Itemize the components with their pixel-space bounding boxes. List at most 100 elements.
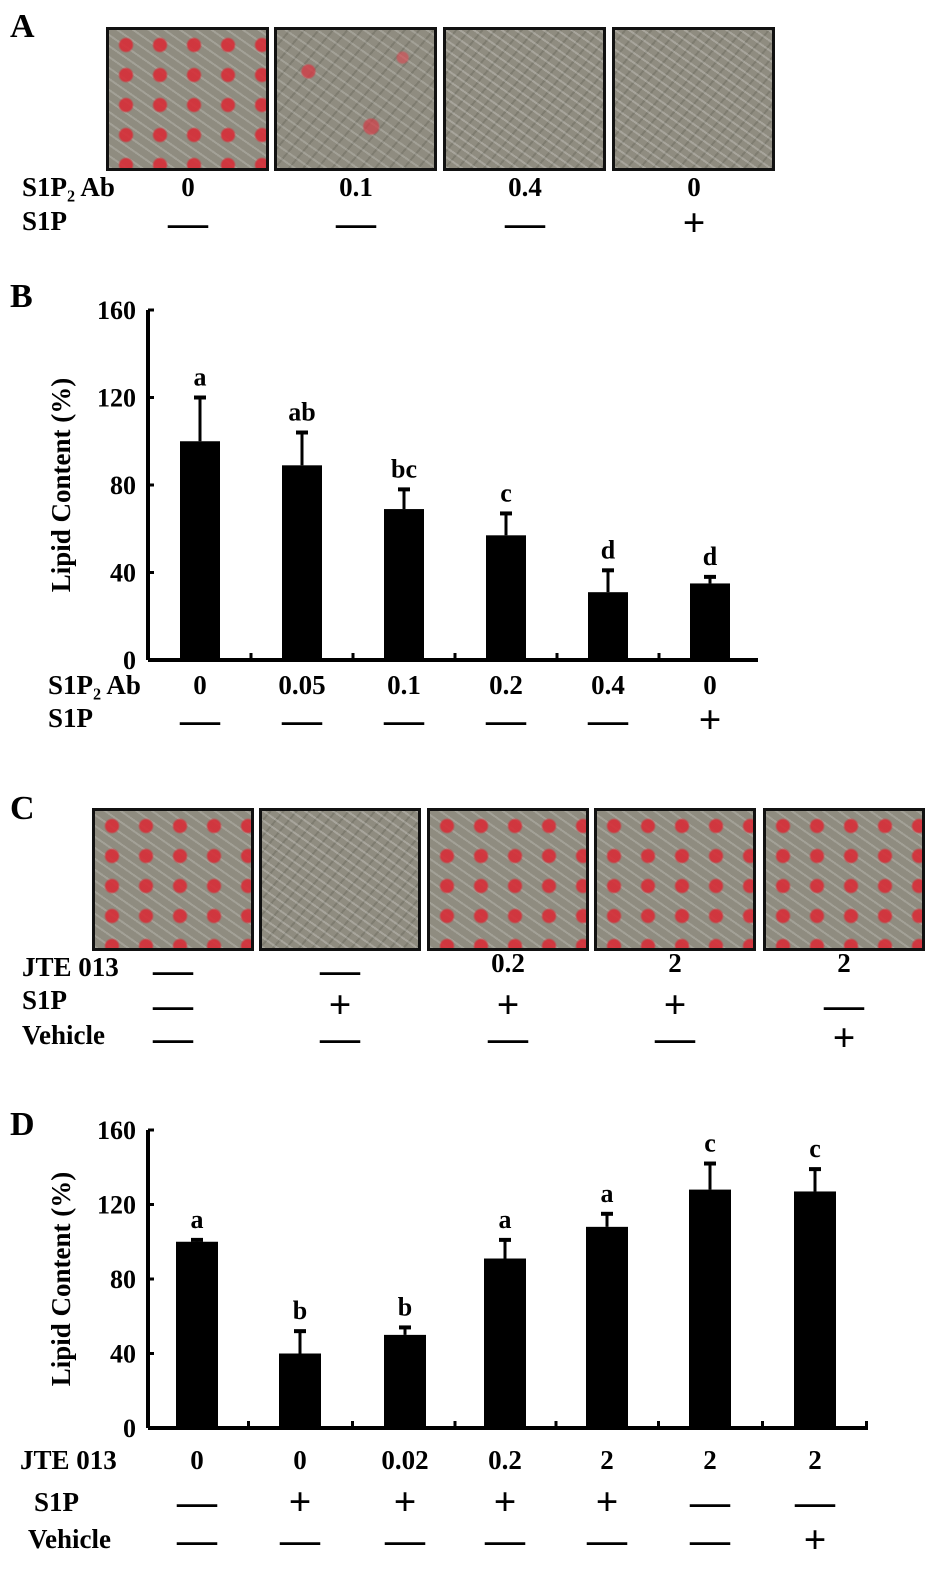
s1p-indicator: + xyxy=(682,200,706,245)
jte-dose: 0 xyxy=(293,1445,307,1475)
s1p-indicator: — xyxy=(282,697,322,742)
row-label-s1p: S1P xyxy=(48,703,94,733)
ab-dose: 0.1 xyxy=(387,670,421,700)
row-label-s1p: S1P xyxy=(34,1487,80,1517)
bar xyxy=(486,535,526,660)
significance-letter: c xyxy=(704,1129,716,1158)
vehicle-indicator: — xyxy=(320,1015,360,1060)
row-label-s1p2-ab: S1P₂ Ab xyxy=(48,670,141,700)
s1p-indicator: + xyxy=(595,1479,619,1524)
y-tick-label: 160 xyxy=(97,1116,136,1145)
y-tick-label: 40 xyxy=(110,1340,136,1369)
row-label-jte013: JTE 013 xyxy=(20,1445,117,1475)
y-axis-label: Lipid Content (%) xyxy=(46,378,76,593)
s1p-indicator: + xyxy=(496,982,520,1027)
bar xyxy=(690,583,730,660)
y-tick-label: 0 xyxy=(123,646,136,675)
ab-dose: 0.05 xyxy=(278,670,326,700)
micrograph xyxy=(92,808,254,951)
ab-dose: 0 xyxy=(181,172,195,202)
micrograph xyxy=(259,808,421,951)
bar xyxy=(282,465,322,660)
micrograph xyxy=(106,27,269,171)
significance-letter: c xyxy=(500,478,512,507)
s1p-indicator: — xyxy=(824,982,864,1027)
row-label-s1p: S1P xyxy=(22,985,68,1015)
ab-dose: 0 xyxy=(703,670,717,700)
jte-dose: 2 xyxy=(808,1445,822,1475)
vehicle-indicator: — xyxy=(488,1015,528,1060)
s1p-indicator: — xyxy=(690,1479,730,1524)
significance-letter: a xyxy=(601,1179,614,1208)
jte-dose: 2 xyxy=(703,1445,717,1475)
ab-dose: 0.2 xyxy=(489,670,523,700)
y-axis-label: Lipid Content (%) xyxy=(46,1172,76,1387)
vehicle-indicator: + xyxy=(803,1517,827,1562)
jte-indicator: — xyxy=(320,947,360,992)
micrograph xyxy=(274,27,437,171)
bar xyxy=(279,1353,321,1428)
vehicle-indicator: — xyxy=(153,1015,193,1060)
y-tick-label: 0 xyxy=(123,1414,136,1443)
jte-dose: 0.2 xyxy=(488,1445,522,1475)
ab-dose: 0 xyxy=(687,172,701,202)
significance-letter: d xyxy=(703,542,718,571)
panel-label-c: C xyxy=(10,790,35,827)
s1p-indicator: — xyxy=(795,1479,835,1524)
bar xyxy=(384,509,424,660)
y-tick-label: 120 xyxy=(97,384,136,413)
ab-dose: 0 xyxy=(193,670,207,700)
significance-letter: a xyxy=(194,363,207,392)
jte-indicator: — xyxy=(153,947,193,992)
panel-label-b: B xyxy=(10,278,33,315)
y-tick-label: 40 xyxy=(110,559,136,588)
vehicle-indicator: — xyxy=(177,1517,217,1562)
bar xyxy=(588,592,628,660)
bar xyxy=(586,1226,628,1428)
significance-letter: ab xyxy=(288,398,315,427)
row-label-vehicle: Vehicle xyxy=(22,1020,105,1050)
vehicle-indicator: — xyxy=(690,1517,730,1562)
s1p-indicator: + xyxy=(493,1479,517,1524)
ab-dose: 0.4 xyxy=(508,172,542,202)
significance-letter: a xyxy=(191,1205,204,1234)
vehicle-indicator: — xyxy=(655,1015,695,1060)
bar xyxy=(180,441,220,660)
bar xyxy=(384,1334,426,1428)
bar xyxy=(794,1191,836,1428)
micrograph xyxy=(763,808,925,951)
vehicle-indicator: — xyxy=(587,1517,627,1562)
significance-letter: b xyxy=(293,1296,307,1325)
vehicle-indicator: + xyxy=(832,1015,856,1060)
significance-letter: d xyxy=(601,535,616,564)
micrograph xyxy=(427,808,589,951)
bar xyxy=(176,1241,218,1428)
vehicle-indicator: — xyxy=(280,1517,320,1562)
panel-label-d: D xyxy=(10,1106,35,1143)
s1p-indicator: — xyxy=(384,697,424,742)
ab-dose: 0.4 xyxy=(591,670,625,700)
s1p-indicator: — xyxy=(486,697,526,742)
panel-label-a: A xyxy=(10,8,35,45)
micrograph xyxy=(443,27,606,171)
s1p-indicator: + xyxy=(663,982,687,1027)
row-label-s1p2-ab: S1P₂ Ab xyxy=(22,172,115,202)
significance-letter: b xyxy=(398,1292,412,1321)
s1p-indicator: + xyxy=(288,1479,312,1524)
s1p-indicator: — xyxy=(168,200,208,245)
jte-dose: 0.02 xyxy=(381,1445,429,1475)
jte-indicator: 2 xyxy=(837,948,851,978)
y-tick-label: 160 xyxy=(97,296,136,325)
micrograph xyxy=(612,27,775,171)
jte-dose: 2 xyxy=(600,1445,614,1475)
bar xyxy=(689,1189,731,1428)
bar xyxy=(484,1258,526,1428)
jte-indicator: 0.2 xyxy=(491,948,525,978)
s1p-indicator: — xyxy=(588,697,628,742)
significance-letter: c xyxy=(809,1134,821,1163)
significance-letter: bc xyxy=(391,454,417,483)
row-label-s1p: S1P xyxy=(22,206,68,236)
s1p-indicator: — xyxy=(505,200,545,245)
ab-dose: 0.1 xyxy=(339,172,373,202)
